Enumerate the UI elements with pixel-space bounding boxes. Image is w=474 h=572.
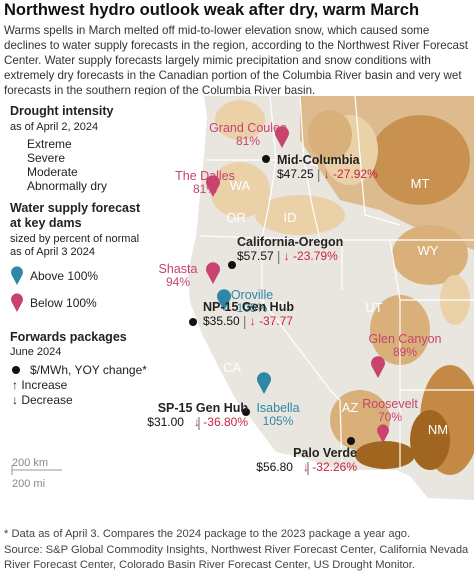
dam-pin — [257, 372, 271, 394]
legend-label: $/MWh, YOY change* — [30, 363, 147, 377]
dam-percent: 81% — [193, 182, 217, 196]
dam-pin — [377, 424, 390, 443]
dam-name: Roosevelt — [362, 397, 418, 411]
hub-name: SP-15 Gen Hub — [158, 401, 249, 415]
hub-price-row: $35.50 ↓ -37.77 — [203, 314, 293, 328]
legend-subtitle: sized by percent of normal as of April 3 … — [10, 233, 139, 258]
dam-pin — [206, 175, 221, 197]
state-label: WA — [230, 178, 251, 193]
dam-percent: 70% — [378, 410, 402, 424]
hub-change: ↓ -32.26% — [303, 460, 357, 474]
hub-price-row: $31.00 ↓ -36.80% — [147, 415, 248, 429]
hub-change: ↓ -37.77 — [250, 314, 294, 328]
dam-name: Oroville — [231, 288, 273, 302]
state-label: MT — [411, 176, 430, 191]
hub-name: Palo Verde — [293, 446, 357, 460]
hub-price: $56.80 — [256, 460, 293, 474]
hub-name: Mid-Columbia — [277, 153, 361, 167]
title: Northwest hydro outlook weak after dry, … — [4, 1, 420, 19]
dam-percent: 94% — [166, 275, 190, 289]
legend-title: Drought intensity — [10, 104, 114, 118]
legend-label: Severe — [27, 151, 65, 165]
state-label: CA — [223, 360, 241, 375]
source: Source: S&P Global Commodity Insights, N… — [4, 544, 469, 571]
state-label: OR — [226, 210, 246, 225]
dam-name: Isabella — [256, 401, 299, 415]
dam-pin — [371, 356, 385, 378]
legend-hub-dot — [12, 366, 20, 374]
hub-price: $57.57 — [237, 249, 274, 263]
legend-label: Below 100% — [30, 296, 97, 310]
hub-price-row: $57.57 ↓ -23.79% — [237, 249, 338, 263]
dam-pin — [217, 289, 231, 311]
hub-price-row: $56.80 ↓ -32.26% — [256, 460, 357, 474]
hub-name: NP-15 Gen Hub — [203, 300, 294, 314]
legend-backdrop — [0, 95, 150, 415]
hub-price: $35.50 — [203, 314, 240, 328]
dam-pin — [275, 126, 289, 148]
dam-pin — [11, 266, 23, 285]
dam-name: The Dalles — [175, 169, 235, 183]
legend-subtitle: June 2024 — [10, 346, 61, 358]
state-label: AZ — [342, 400, 359, 415]
legend-title: Water supply forecast at key dams — [10, 201, 141, 230]
dam-percent: 81% — [236, 134, 260, 148]
hub-change: ↓ -27.92% — [324, 167, 378, 181]
legend-label: ↑ Increase — [12, 378, 68, 392]
dam-percent: 105% — [237, 301, 268, 315]
legend-label: Moderate — [27, 165, 78, 179]
scale-label: 200 km — [12, 457, 48, 469]
hub-dot — [242, 408, 250, 416]
hub-dot — [228, 261, 236, 269]
legend-subtitle: as of April 2, 2024 — [10, 121, 98, 133]
legend-label: Abnormally dry — [27, 179, 107, 193]
state-label: NV — [271, 298, 289, 313]
state-label: WY — [418, 243, 439, 258]
hub-dot — [262, 155, 270, 163]
dam-pin — [11, 293, 23, 312]
hub-change: ↓ -23.79% — [284, 249, 338, 263]
dam-percent: 105% — [263, 414, 294, 428]
description: Warms spells in March melted off mid-to-… — [4, 24, 468, 97]
land — [188, 95, 474, 500]
hub-change: ↓ -36.80% — [194, 415, 248, 429]
hub-price-row: $47.25 ↓ -27.92% — [277, 167, 378, 181]
dam-percent: 89% — [393, 345, 417, 359]
dam-name: Shasta — [159, 262, 198, 276]
state-label: ID — [284, 210, 297, 225]
dam-name: Grand Coulee — [209, 121, 287, 135]
state-label: UT — [365, 300, 382, 315]
hub-price: $31.00 — [147, 415, 184, 429]
legend-title: Forwards packages — [10, 330, 127, 344]
hub-dot — [347, 437, 355, 445]
legend-label: Above 100% — [30, 269, 98, 283]
hub-name: California-Oregon — [237, 235, 343, 249]
hub-price: $47.25 — [277, 167, 314, 181]
footnote: * Data as of April 3. Compares the 2024 … — [4, 528, 411, 540]
legend-label: Extreme — [27, 137, 72, 151]
legend-label: ↓ Decrease — [12, 393, 73, 407]
scale-label: 200 mi — [12, 478, 45, 490]
hub-dot — [189, 318, 197, 326]
dam-pin — [206, 262, 221, 284]
dam-name: Glen Canyon — [369, 332, 442, 346]
state-label: NM — [428, 422, 448, 437]
